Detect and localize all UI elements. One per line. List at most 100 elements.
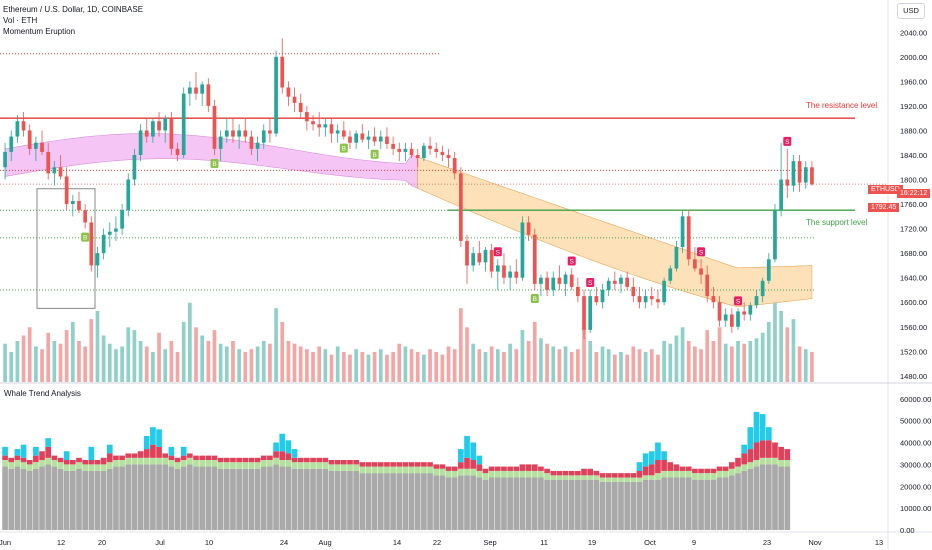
- whale-cyan-bar: [33, 446, 39, 456]
- whale-gray-bar: [14, 466, 21, 530]
- whale-gray-bar: [310, 468, 316, 530]
- whale-gray-bar: [254, 468, 261, 530]
- volume-bar: [699, 349, 703, 382]
- whale-tick-label: 30000.00: [900, 460, 931, 469]
- whale-gray-bar: [82, 470, 88, 530]
- volume-indicator-label[interactable]: Vol · ETH: [3, 16, 38, 25]
- candle-body: [181, 93, 186, 155]
- buy-signal-label: B: [212, 161, 216, 168]
- whale-red-bar: [433, 464, 440, 469]
- whale-red-bar: [618, 473, 624, 478]
- candle-body: [132, 154, 137, 180]
- price-tick-label: 1800.00: [900, 176, 927, 185]
- volume-bar: [495, 349, 500, 382]
- whale-gray-bar: [119, 466, 125, 530]
- candle-body: [218, 136, 223, 149]
- candle-body: [15, 121, 20, 137]
- candle-body: [766, 259, 771, 281]
- volume-bar: [9, 351, 14, 382]
- symbol-title[interactable]: Ethereum / U.S. Dollar, 1D, COINBASE: [3, 5, 144, 14]
- whale-red-bar: [100, 457, 107, 465]
- candle-body: [760, 280, 765, 297]
- volume-bar: [526, 341, 531, 382]
- volume-bar: [138, 341, 143, 382]
- whale-gray-bar: [439, 475, 446, 530]
- whale-green-bar: [396, 466, 403, 474]
- whale-cyan-bar: [168, 446, 175, 456]
- whale-red-bar: [476, 464, 483, 471]
- candle-body: [366, 136, 371, 140]
- whale-tick-label: 60000.00: [900, 395, 931, 404]
- whale-cyan-bar: [759, 414, 766, 441]
- currency-button[interactable]: USD: [897, 3, 925, 19]
- candle-body: [649, 296, 654, 300]
- whale-red-bar: [685, 466, 692, 471]
- whale-gray-bar: [408, 473, 415, 530]
- candle-body: [52, 167, 57, 174]
- volume-bar: [680, 327, 685, 382]
- volume-bar: [200, 335, 205, 382]
- whale-cyan-bar: [765, 427, 772, 441]
- volume-bar: [261, 341, 266, 382]
- candle-body: [224, 130, 229, 137]
- candle-body: [459, 173, 463, 241]
- candle-body: [705, 274, 710, 297]
- whale-gray-bar: [630, 481, 637, 530]
- whale-green-bar: [328, 464, 335, 471]
- candle-body: [569, 274, 574, 287]
- whale-gray-bar: [710, 479, 717, 530]
- whale-gray-bar: [94, 470, 101, 530]
- whale-green-bar: [581, 475, 587, 480]
- volume-bar: [483, 351, 488, 382]
- whale-gray-bar: [33, 468, 39, 530]
- volume-bar: [126, 327, 131, 382]
- whale-gray-bar: [260, 466, 267, 530]
- candle-body: [138, 130, 143, 155]
- whale-cyan-bar: [106, 444, 113, 454]
- whale-green-bar: [285, 460, 292, 467]
- candle-body: [532, 234, 537, 284]
- candle-body: [280, 56, 285, 88]
- whale-gray-bar: [575, 479, 581, 530]
- volume-bar: [532, 321, 537, 382]
- candle-body: [21, 121, 26, 131]
- whale-red-bar: [316, 457, 323, 463]
- whale-red-bar: [482, 468, 489, 474]
- whale-red-bar: [581, 468, 587, 476]
- whale-panel-title[interactable]: Whale Trend Analysis: [4, 389, 81, 398]
- whale-red-bar: [94, 460, 101, 465]
- time-tick-label: 19: [588, 538, 596, 547]
- whale-gray-bar: [223, 468, 230, 530]
- buy-signal-label: B: [83, 235, 87, 242]
- price-tag-symbol: ETHUSD: [868, 185, 903, 194]
- whale-red-bar: [254, 457, 261, 463]
- whale-green-bar: [371, 466, 378, 474]
- volume-bar: [440, 354, 445, 382]
- candle-body: [520, 222, 525, 278]
- whale-green-bar: [150, 457, 156, 465]
- support-label: The support level: [806, 218, 868, 227]
- candle-body: [95, 253, 100, 266]
- volume-bar: [736, 341, 740, 382]
- whale-red-bar: [661, 460, 667, 471]
- sell-signal-label: S: [588, 280, 593, 287]
- volume-bar: [237, 349, 241, 382]
- whale-red-bar: [544, 468, 550, 474]
- whale-green-bar: [119, 460, 125, 467]
- volume-bar: [366, 354, 371, 382]
- volume-bar: [163, 349, 168, 382]
- candle-body: [188, 87, 192, 94]
- momentum-indicator-label[interactable]: Momentum Eruption: [3, 27, 76, 36]
- volume-bar: [348, 354, 352, 382]
- volume-bar: [305, 349, 309, 382]
- whale-red-bar: [69, 460, 76, 465]
- whale-green-bar: [605, 477, 612, 482]
- whale-green-bar: [322, 462, 329, 469]
- price-tag: ETHUSD 1792.45: [868, 178, 932, 214]
- whale-green-bar: [624, 477, 630, 482]
- volume-bar: [723, 343, 728, 382]
- candle-body: [612, 280, 617, 284]
- whale-gray-bar: [51, 466, 58, 530]
- whale-gray-bar: [359, 473, 366, 530]
